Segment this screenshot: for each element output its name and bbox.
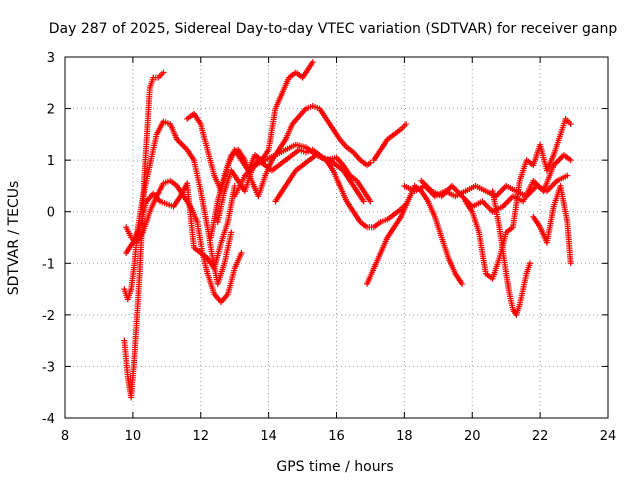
data-point-markers xyxy=(462,115,574,282)
x-tick-label: 18 xyxy=(396,429,413,444)
x-tick-label: 20 xyxy=(464,429,481,444)
y-tick-label: -3 xyxy=(42,360,55,375)
series-track-15 xyxy=(489,188,533,318)
x-tick-label: 22 xyxy=(532,429,549,444)
data-point-markers xyxy=(272,152,367,205)
series-track-4 xyxy=(123,180,238,272)
series-track-16 xyxy=(530,182,574,267)
x-axis-label: GPS time / hours xyxy=(276,459,393,475)
series-track-14 xyxy=(462,115,574,282)
series-track-3 xyxy=(123,177,245,305)
data-point-markers xyxy=(123,177,245,305)
series-track-9 xyxy=(272,152,367,205)
y-tick-label: -4 xyxy=(42,412,55,427)
data-points xyxy=(121,59,574,401)
data-point-markers xyxy=(530,182,574,267)
data-point-markers xyxy=(489,188,533,318)
grid-lines xyxy=(65,57,608,418)
data-point-markers xyxy=(364,182,466,287)
x-tick-label: 24 xyxy=(600,429,617,444)
y-tick-label: 2 xyxy=(47,103,55,118)
y-axis-label: SDTVAR / TECUs xyxy=(6,181,22,296)
x-tick-label: 8 xyxy=(61,429,69,444)
chart-title: Day 287 of 2025, Sidereal Day-to-day VTE… xyxy=(49,21,618,37)
series-track-10 xyxy=(364,182,466,287)
y-tick-label: -2 xyxy=(42,309,55,324)
y-tick-label: 3 xyxy=(47,51,55,66)
x-tick-label: 16 xyxy=(328,429,345,444)
series-track-11 xyxy=(370,121,410,164)
y-tick-label: 0 xyxy=(47,206,55,221)
x-tick-label: 12 xyxy=(192,429,209,444)
y-tick-label: -1 xyxy=(42,257,55,272)
y-tick-label: 1 xyxy=(47,154,55,169)
x-tick-label: 10 xyxy=(125,429,142,444)
x-tick-label: 14 xyxy=(260,429,277,444)
data-point-markers xyxy=(123,180,238,272)
data-point-markers xyxy=(370,121,410,164)
